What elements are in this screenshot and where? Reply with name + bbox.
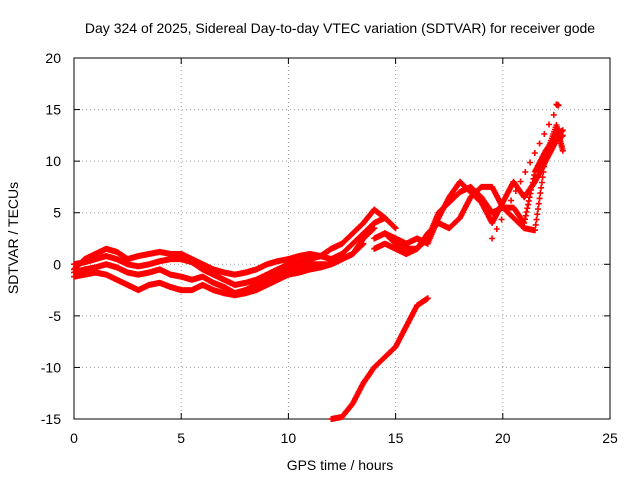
y-tick-labels: -15 -10 -5 0 5 10 15 20 (41, 50, 61, 427)
data-points (71, 101, 566, 422)
data-point-markers (71, 214, 399, 288)
y-axis-label: SDTVAR / TECUs (5, 182, 21, 294)
y-tick-label: -15 (41, 411, 61, 427)
y-tick-label: -10 (41, 359, 61, 375)
series-track-4 (71, 240, 367, 299)
x-tick-label: 25 (602, 430, 618, 446)
data-point-markers (71, 240, 367, 299)
series-track-2 (71, 214, 399, 288)
x-tick-label: 0 (70, 430, 78, 446)
plot-frame (73, 57, 611, 420)
data-point-markers (328, 295, 431, 422)
chart-title: Day 324 of 2025, Sidereal Day-to-day VTE… (85, 20, 595, 36)
y-tick-label: 10 (45, 153, 61, 169)
x-tick-label: 10 (281, 430, 297, 446)
x-tick-label: 5 (177, 430, 185, 446)
x-tick-labels: 0 5 10 15 20 25 (70, 430, 618, 446)
series-isolated (489, 101, 562, 242)
data-point-markers (489, 101, 562, 242)
x-tick-label: 15 (388, 430, 404, 446)
y-tick-label: -5 (49, 308, 62, 324)
y-tick-label: 5 (53, 205, 61, 221)
grid (74, 58, 610, 419)
y-tick-label: 20 (45, 50, 61, 66)
x-tick-label: 20 (495, 430, 511, 446)
y-tick-label: 15 (45, 102, 61, 118)
axis-ticks (73, 57, 611, 420)
series-track-8 (328, 295, 431, 422)
x-axis-label: GPS time / hours (287, 457, 394, 473)
y-tick-label: 0 (53, 256, 61, 272)
